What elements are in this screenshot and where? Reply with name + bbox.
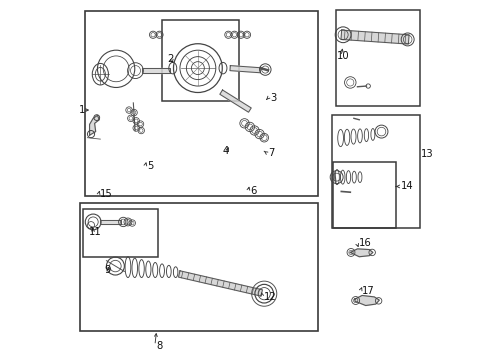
Text: 10: 10 bbox=[336, 51, 348, 61]
Polygon shape bbox=[178, 271, 262, 296]
Polygon shape bbox=[349, 249, 372, 257]
Text: 3: 3 bbox=[270, 93, 276, 103]
Text: 9: 9 bbox=[104, 265, 110, 275]
Text: 14: 14 bbox=[400, 181, 412, 192]
Polygon shape bbox=[100, 220, 121, 224]
Text: 2: 2 bbox=[167, 54, 173, 64]
Text: 5: 5 bbox=[147, 161, 153, 171]
Polygon shape bbox=[142, 68, 169, 73]
Text: 15: 15 bbox=[100, 189, 113, 199]
Polygon shape bbox=[89, 116, 99, 135]
Text: 13: 13 bbox=[420, 149, 433, 159]
Bar bbox=[85, 12, 317, 196]
Text: 16: 16 bbox=[358, 238, 370, 248]
Text: 11: 11 bbox=[88, 227, 101, 237]
Bar bbox=[80, 203, 317, 330]
Text: 17: 17 bbox=[362, 286, 374, 296]
Text: 6: 6 bbox=[249, 186, 256, 197]
Text: 7: 7 bbox=[267, 148, 274, 158]
Polygon shape bbox=[340, 30, 408, 44]
Polygon shape bbox=[220, 90, 251, 112]
Polygon shape bbox=[354, 296, 379, 306]
Bar bbox=[335, 10, 419, 107]
Text: 12: 12 bbox=[264, 292, 276, 302]
Text: 4: 4 bbox=[223, 145, 229, 156]
Bar bbox=[162, 21, 239, 101]
Text: 1: 1 bbox=[79, 105, 85, 115]
Bar bbox=[333, 162, 395, 228]
Bar bbox=[83, 209, 158, 257]
Polygon shape bbox=[229, 66, 260, 73]
Bar bbox=[332, 116, 419, 228]
Text: 8: 8 bbox=[156, 341, 163, 351]
